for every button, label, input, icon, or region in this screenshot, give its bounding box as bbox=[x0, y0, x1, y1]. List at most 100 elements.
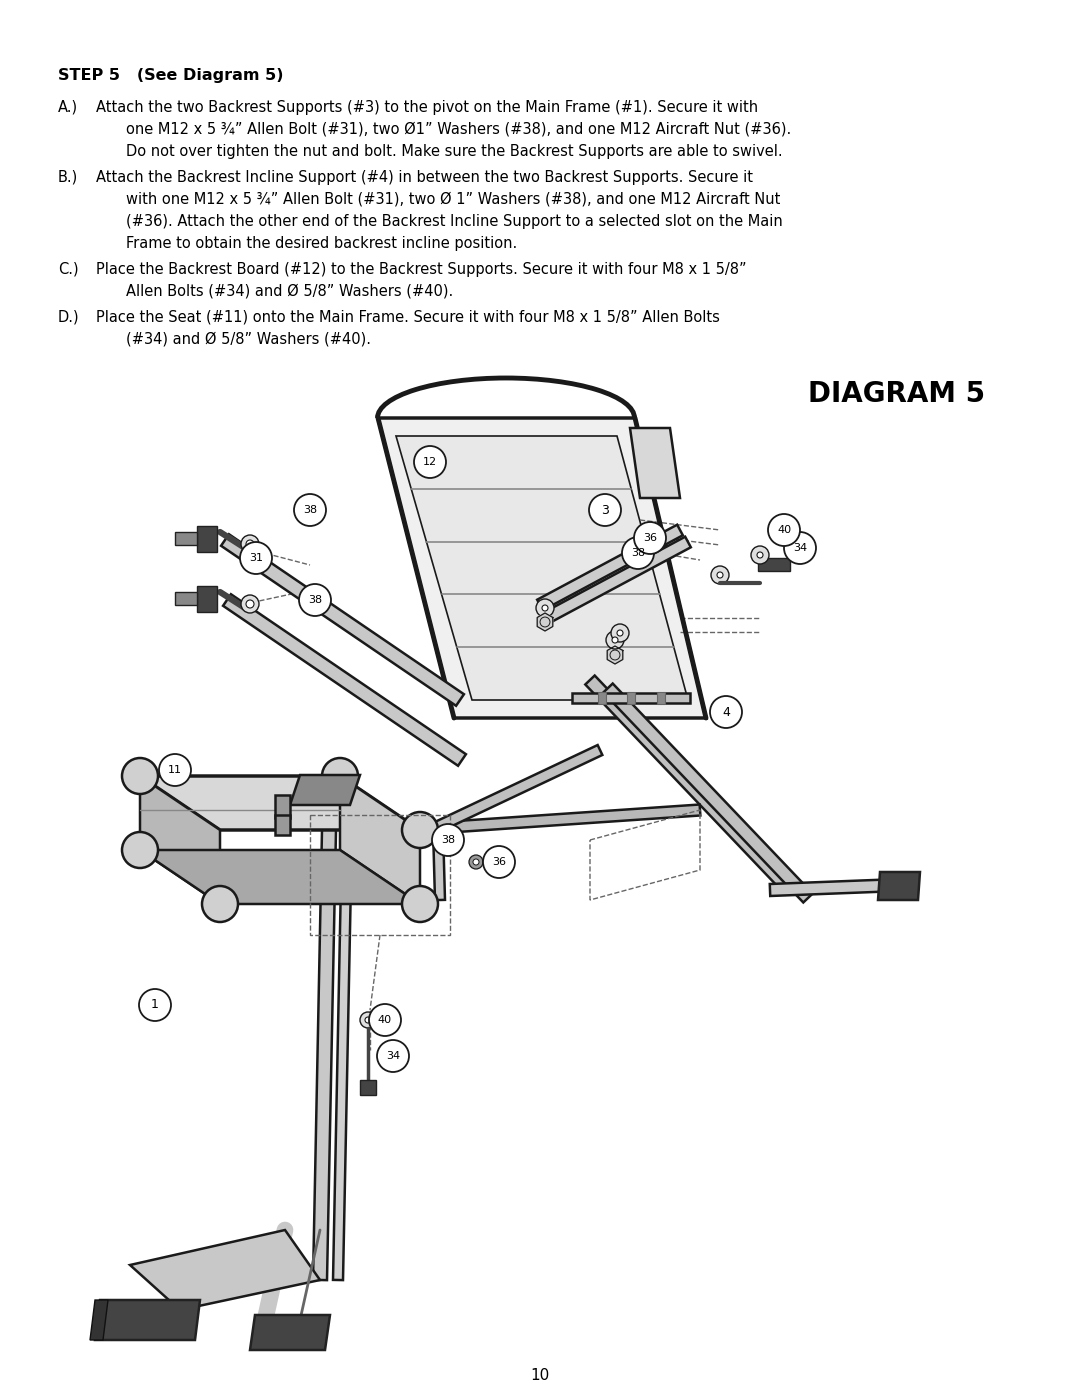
Text: Do not over tighten the nut and bolt. Make sure the Backrest Supports are able t: Do not over tighten the nut and bolt. Ma… bbox=[126, 144, 783, 159]
Text: 40: 40 bbox=[777, 525, 791, 535]
Text: Attach the Backrest Incline Support (#4) in between the two Backrest Supports. S: Attach the Backrest Incline Support (#4)… bbox=[96, 170, 753, 184]
Text: Attach the two Backrest Supports (#3) to the pivot on the Main Frame (#1). Secur: Attach the two Backrest Supports (#3) to… bbox=[96, 101, 758, 115]
Polygon shape bbox=[585, 676, 795, 894]
Text: Place the Backrest Board (#12) to the Backrest Supports. Secure it with four M8 : Place the Backrest Board (#12) to the Ba… bbox=[96, 263, 746, 277]
Polygon shape bbox=[758, 557, 789, 571]
Text: 38: 38 bbox=[441, 835, 455, 845]
Polygon shape bbox=[604, 683, 813, 902]
Circle shape bbox=[622, 536, 654, 569]
Polygon shape bbox=[396, 436, 688, 700]
Text: 40: 40 bbox=[378, 1016, 392, 1025]
Circle shape bbox=[139, 989, 171, 1021]
Circle shape bbox=[606, 631, 624, 650]
Circle shape bbox=[299, 584, 330, 616]
Polygon shape bbox=[140, 775, 220, 904]
Circle shape bbox=[611, 624, 629, 643]
Polygon shape bbox=[434, 805, 700, 834]
Circle shape bbox=[122, 833, 158, 868]
Polygon shape bbox=[140, 775, 420, 830]
Polygon shape bbox=[95, 1301, 200, 1340]
Circle shape bbox=[617, 630, 623, 636]
Text: (#34) and Ø 5/8” Washers (#40).: (#34) and Ø 5/8” Washers (#40). bbox=[126, 332, 372, 346]
Polygon shape bbox=[249, 1315, 330, 1350]
Circle shape bbox=[483, 855, 497, 869]
Text: with one M12 x 5 ¾” Allen Bolt (#31), two Ø 1” Washers (#38), and one M12 Aircra: with one M12 x 5 ¾” Allen Bolt (#31), tw… bbox=[126, 191, 781, 207]
Circle shape bbox=[483, 847, 515, 877]
Polygon shape bbox=[433, 828, 445, 900]
Polygon shape bbox=[130, 1229, 320, 1310]
Circle shape bbox=[246, 541, 254, 548]
Text: C.): C.) bbox=[58, 263, 79, 277]
Polygon shape bbox=[545, 536, 691, 622]
Text: 12: 12 bbox=[423, 457, 437, 467]
Circle shape bbox=[432, 824, 464, 856]
Text: 34: 34 bbox=[386, 1051, 400, 1060]
Text: 31: 31 bbox=[249, 553, 264, 563]
Circle shape bbox=[469, 855, 483, 869]
Circle shape bbox=[202, 886, 238, 922]
Circle shape bbox=[473, 859, 480, 865]
Circle shape bbox=[542, 605, 548, 610]
Text: 36: 36 bbox=[643, 534, 657, 543]
Polygon shape bbox=[175, 592, 197, 605]
Polygon shape bbox=[770, 879, 901, 895]
Polygon shape bbox=[597, 692, 606, 704]
Polygon shape bbox=[378, 418, 706, 718]
Text: Allen Bolts (#34) and Ø 5/8” Washers (#40).: Allen Bolts (#34) and Ø 5/8” Washers (#4… bbox=[126, 284, 454, 299]
Text: D.): D.) bbox=[58, 310, 80, 326]
Polygon shape bbox=[333, 780, 353, 1280]
Text: DIAGRAM 5: DIAGRAM 5 bbox=[808, 380, 985, 408]
Polygon shape bbox=[140, 849, 420, 904]
Circle shape bbox=[751, 546, 769, 564]
Polygon shape bbox=[537, 613, 553, 631]
Circle shape bbox=[768, 514, 800, 546]
Polygon shape bbox=[607, 645, 623, 664]
Text: 34: 34 bbox=[793, 543, 807, 553]
Polygon shape bbox=[313, 780, 337, 1280]
Polygon shape bbox=[224, 594, 465, 766]
Text: Place the Seat (#11) onto the Main Frame. Secure it with four M8 x 1 5/8” Allen : Place the Seat (#11) onto the Main Frame… bbox=[96, 310, 720, 326]
Circle shape bbox=[402, 812, 438, 848]
Text: 4: 4 bbox=[723, 705, 730, 718]
Polygon shape bbox=[340, 775, 420, 904]
Text: 10: 10 bbox=[530, 1368, 550, 1383]
Polygon shape bbox=[572, 693, 690, 703]
Polygon shape bbox=[360, 1080, 376, 1095]
Circle shape bbox=[360, 1011, 376, 1028]
Circle shape bbox=[241, 595, 259, 613]
Polygon shape bbox=[878, 872, 920, 900]
Circle shape bbox=[369, 1004, 401, 1037]
Polygon shape bbox=[657, 692, 664, 704]
Polygon shape bbox=[537, 525, 683, 610]
Text: (#36). Attach the other end of the Backrest Incline Support to a selected slot o: (#36). Attach the other end of the Backr… bbox=[126, 214, 783, 229]
Text: A.): A.) bbox=[58, 101, 78, 115]
Circle shape bbox=[414, 446, 446, 478]
Circle shape bbox=[536, 599, 554, 617]
Circle shape bbox=[240, 542, 272, 574]
Circle shape bbox=[612, 637, 618, 643]
Text: 38: 38 bbox=[631, 548, 645, 557]
Text: 1: 1 bbox=[151, 999, 159, 1011]
Circle shape bbox=[122, 759, 158, 793]
Text: STEP 5   (See Diagram 5): STEP 5 (See Diagram 5) bbox=[58, 68, 283, 82]
Circle shape bbox=[589, 495, 621, 527]
Polygon shape bbox=[175, 532, 197, 545]
Circle shape bbox=[241, 535, 259, 553]
Text: 11: 11 bbox=[168, 766, 183, 775]
Polygon shape bbox=[630, 427, 680, 497]
Circle shape bbox=[246, 599, 254, 608]
Circle shape bbox=[717, 571, 723, 578]
Circle shape bbox=[710, 696, 742, 728]
Polygon shape bbox=[433, 745, 603, 833]
Text: 3: 3 bbox=[602, 503, 609, 517]
Text: B.): B.) bbox=[58, 170, 78, 184]
Circle shape bbox=[294, 495, 326, 527]
Circle shape bbox=[487, 859, 492, 865]
Circle shape bbox=[634, 522, 666, 555]
Polygon shape bbox=[275, 795, 291, 819]
Polygon shape bbox=[197, 585, 217, 612]
Circle shape bbox=[365, 1017, 372, 1023]
Circle shape bbox=[377, 1039, 409, 1071]
Circle shape bbox=[757, 552, 762, 557]
Text: 38: 38 bbox=[308, 595, 322, 605]
